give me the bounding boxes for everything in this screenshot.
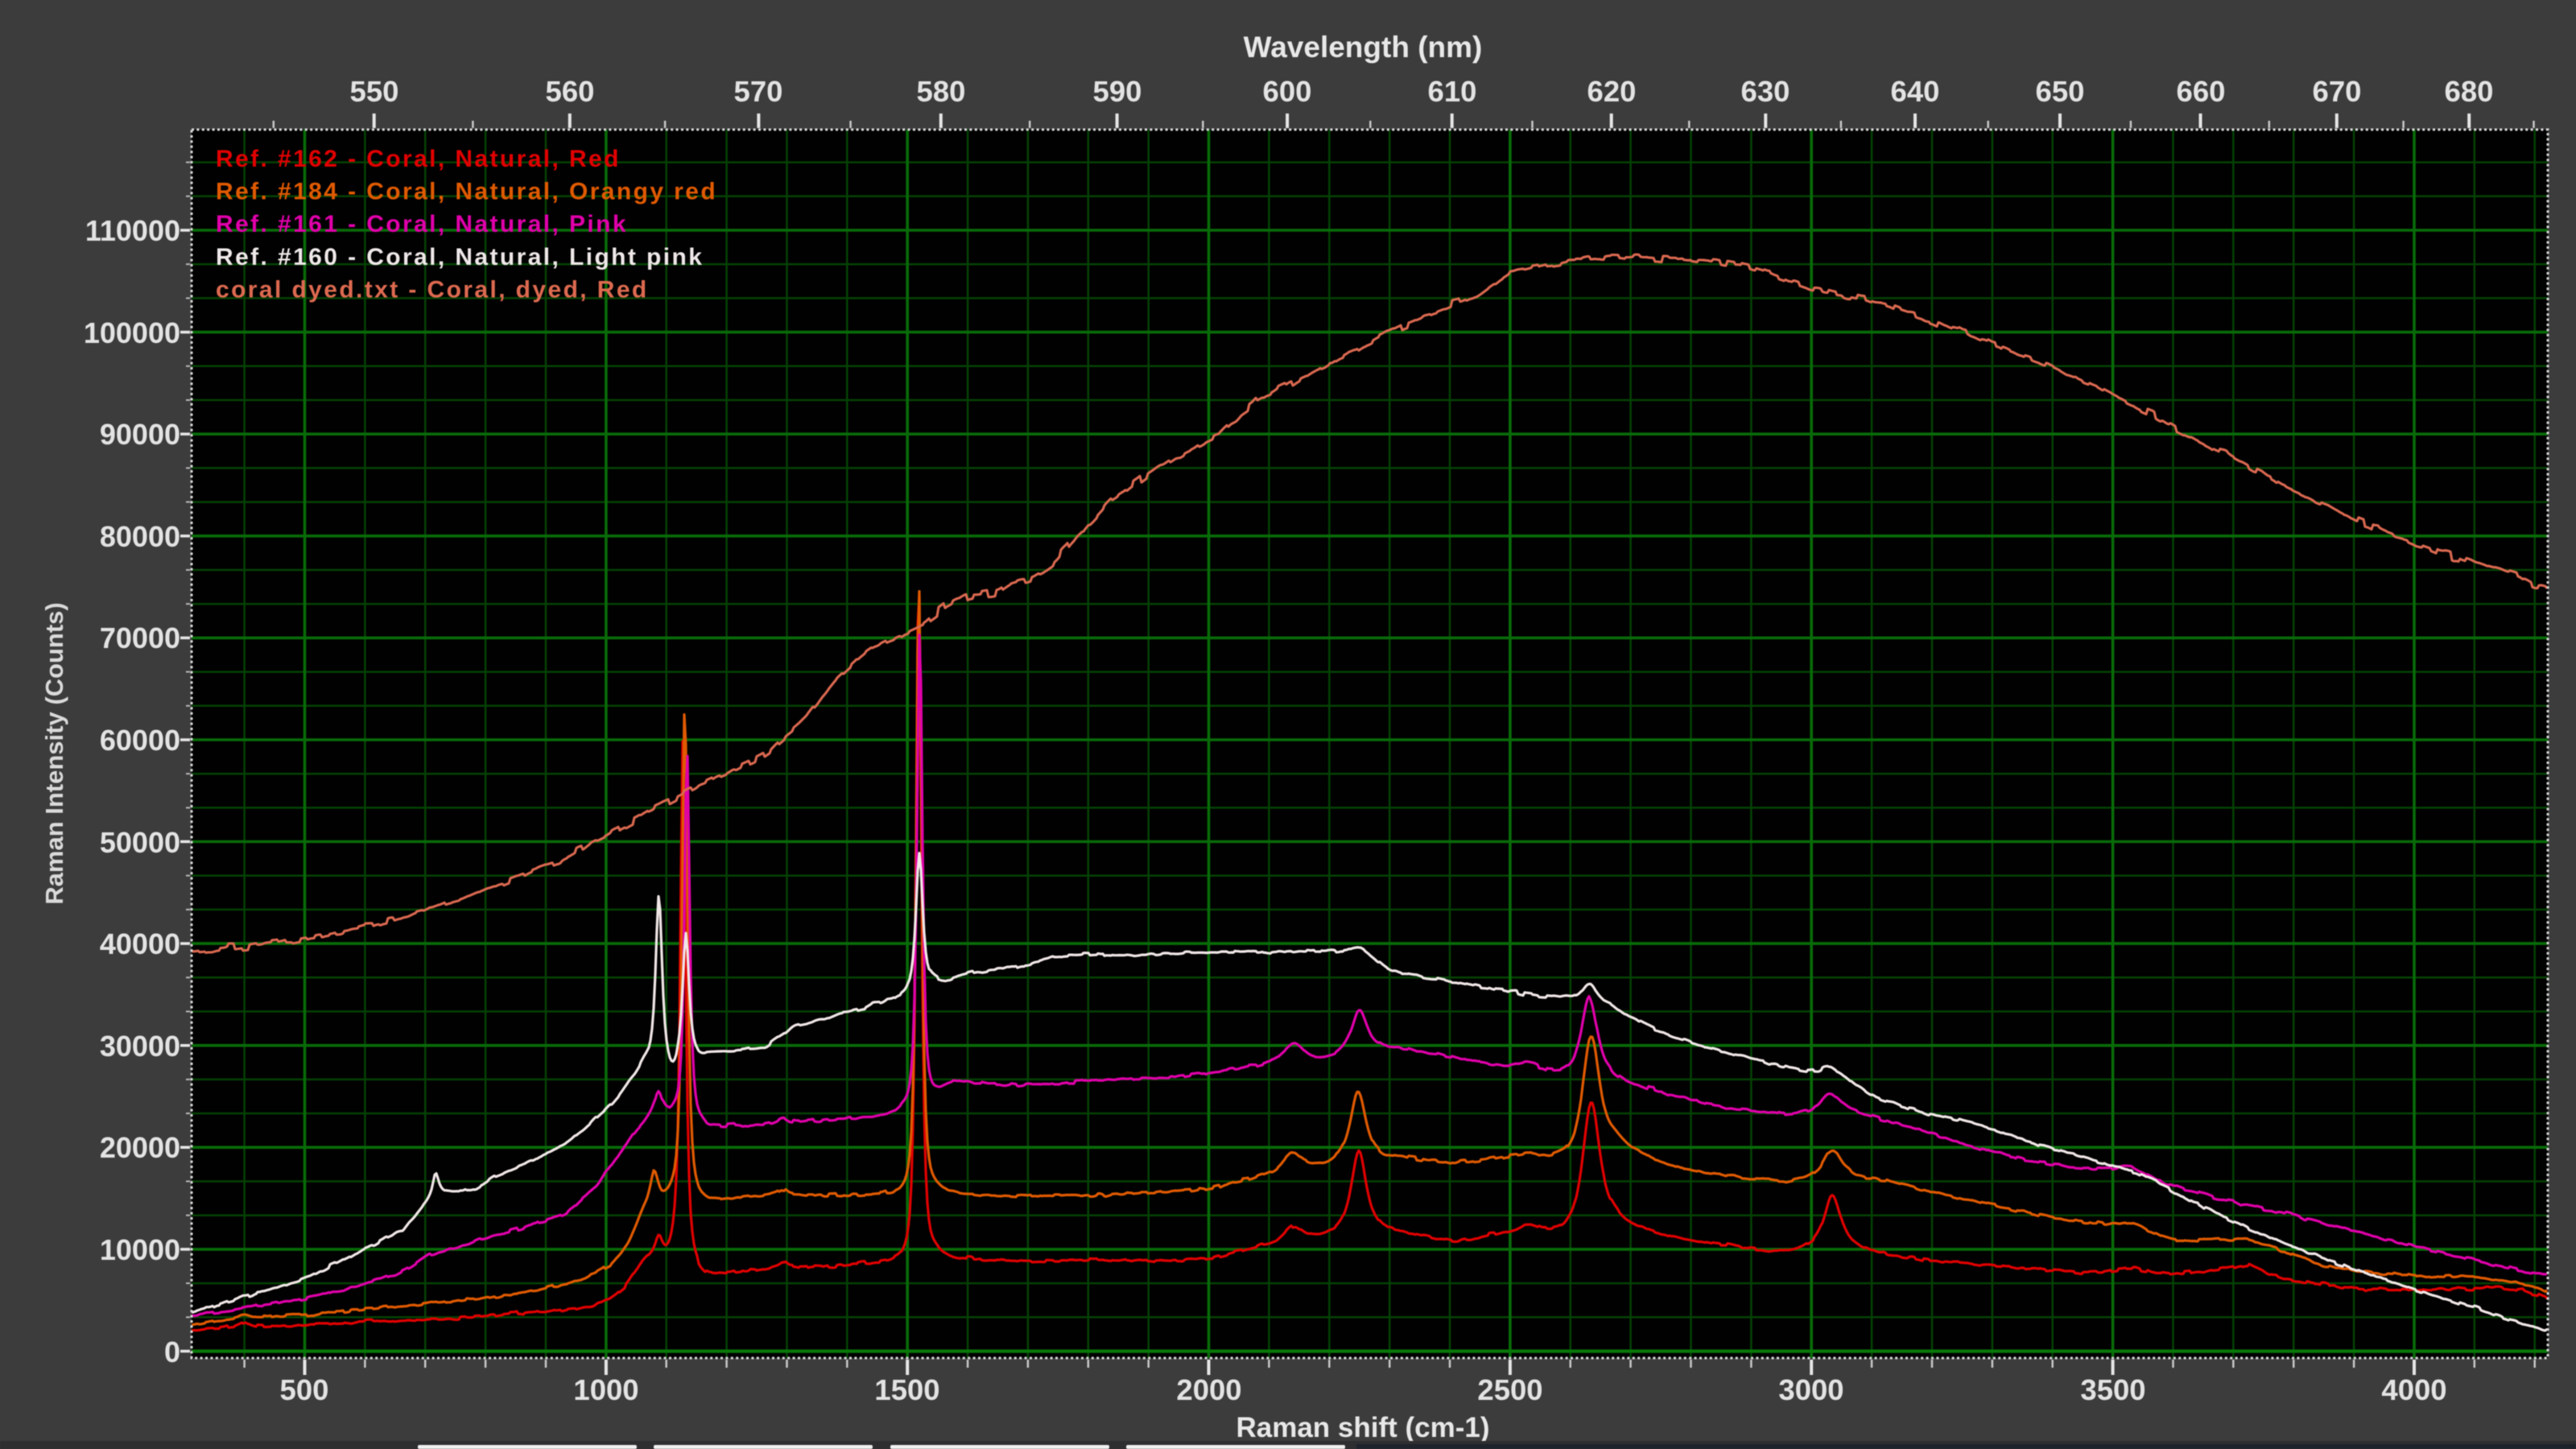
svg-text:Ref. #161 - Coral, Natural, Pi: Ref. #161 - Coral, Natural, Pink [216, 211, 628, 237]
svg-text:Ref. #162 - Coral, Natural, Re: Ref. #162 - Coral, Natural, Red [216, 146, 621, 172]
svg-text:2000: 2000 [1176, 1373, 1241, 1406]
svg-text:coral dyed.txt - Coral, dyed,: coral dyed.txt - Coral, dyed, Red [216, 276, 649, 303]
svg-text:4000: 4000 [2381, 1373, 2446, 1406]
svg-text:640: 640 [1891, 75, 1940, 108]
svg-text:580: 580 [917, 75, 966, 108]
svg-text:Ref. #184 - Coral, Natural, Or: Ref. #184 - Coral, Natural, Orangy red [216, 179, 717, 205]
svg-text:Raman shift (cm-1): Raman shift (cm-1) [1236, 1412, 1489, 1443]
svg-text:30000: 30000 [100, 1030, 180, 1063]
svg-text:610: 610 [1428, 75, 1477, 108]
svg-text:500: 500 [280, 1373, 329, 1406]
svg-text:560: 560 [546, 75, 595, 108]
svg-text:Wavelength (nm): Wavelength (nm) [1244, 31, 1483, 64]
svg-text:60000: 60000 [100, 724, 180, 757]
svg-text:630: 630 [1741, 75, 1790, 108]
svg-text:660: 660 [2177, 75, 2226, 108]
svg-text:20000: 20000 [100, 1131, 180, 1164]
svg-text:1500: 1500 [874, 1373, 939, 1406]
svg-text:570: 570 [734, 75, 783, 108]
svg-text:620: 620 [1587, 75, 1637, 108]
svg-text:680: 680 [2445, 75, 2494, 108]
svg-text:Raman Intensity (Counts): Raman Intensity (Counts) [40, 602, 68, 904]
svg-text:10000: 10000 [100, 1233, 180, 1266]
svg-text:70000: 70000 [100, 621, 180, 654]
svg-text:670: 670 [2313, 75, 2362, 108]
svg-text:550: 550 [350, 75, 399, 108]
svg-text:90000: 90000 [100, 418, 180, 451]
svg-text:80000: 80000 [100, 520, 180, 553]
svg-text:100000: 100000 [84, 316, 180, 349]
svg-text:3000: 3000 [1778, 1373, 1843, 1406]
svg-text:600: 600 [1263, 75, 1312, 108]
svg-text:2500: 2500 [1477, 1373, 1542, 1406]
svg-text:1000: 1000 [573, 1373, 638, 1406]
svg-text:0: 0 [164, 1335, 180, 1368]
svg-text:Ref. #160 - Coral, Natural, Li: Ref. #160 - Coral, Natural, Light pink [216, 244, 704, 270]
svg-text:650: 650 [2036, 75, 2085, 108]
svg-text:590: 590 [1093, 75, 1142, 108]
svg-text:110000: 110000 [85, 214, 180, 247]
svg-text:40000: 40000 [100, 927, 180, 960]
svg-text:50000: 50000 [100, 826, 180, 859]
svg-text:3500: 3500 [2080, 1373, 2145, 1406]
